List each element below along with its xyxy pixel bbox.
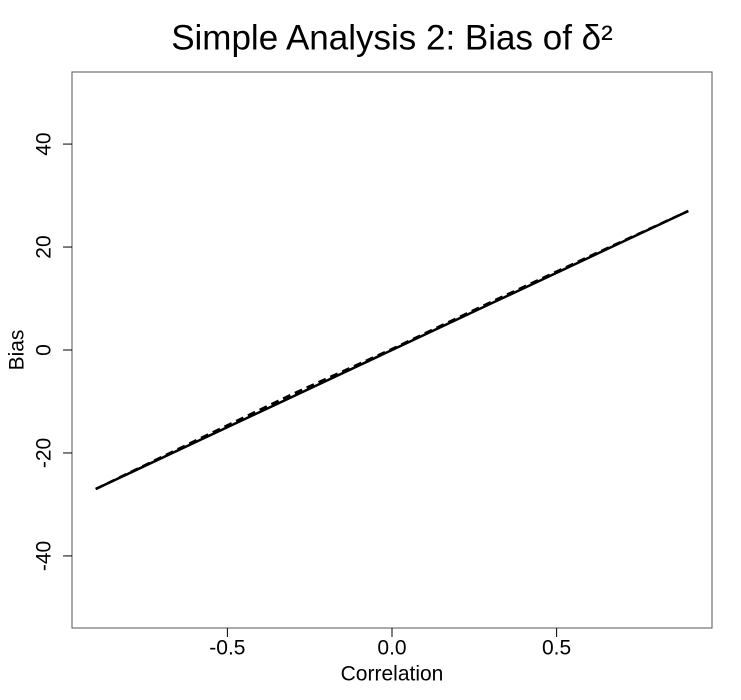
chart-title: Simple Analysis 2: Bias of δ² xyxy=(171,18,613,57)
x-tick-label: 0.5 xyxy=(542,637,571,660)
x-tick-label: -0.5 xyxy=(209,637,245,660)
y-tick-label: -40 xyxy=(33,541,56,571)
x-tick-label: 0.0 xyxy=(377,637,406,660)
y-tick-label: 20 xyxy=(33,235,56,258)
y-tick-label: -20 xyxy=(33,438,56,468)
y-axis-label: Bias xyxy=(6,330,29,371)
x-axis-label: Correlation xyxy=(341,663,444,686)
y-tick-label: 40 xyxy=(33,132,56,155)
data-line xyxy=(95,209,689,491)
y-tick-label: 0 xyxy=(33,344,56,356)
